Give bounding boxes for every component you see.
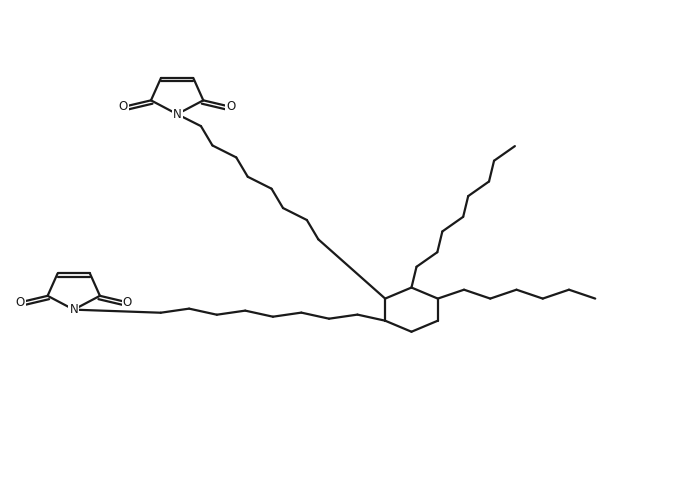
Text: O: O xyxy=(226,100,235,113)
Text: O: O xyxy=(15,296,25,309)
Text: O: O xyxy=(122,296,132,309)
Text: O: O xyxy=(119,100,128,113)
Text: N: N xyxy=(69,303,78,316)
Text: N: N xyxy=(173,108,181,120)
